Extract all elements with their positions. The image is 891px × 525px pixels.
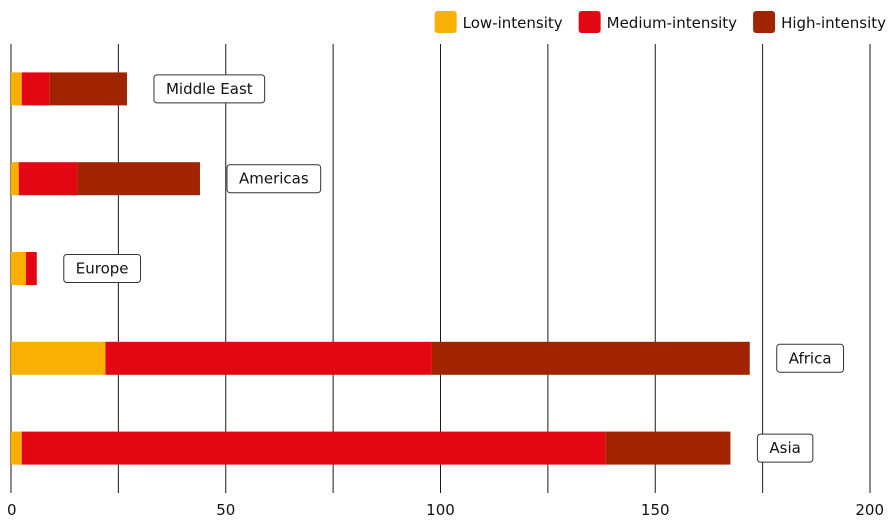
region-label-americas: Americas xyxy=(226,164,322,194)
legend-label: High-intensity xyxy=(781,14,886,32)
x-tick-label: 100 xyxy=(426,501,455,519)
x-tick-label: 200 xyxy=(855,501,884,519)
bar-asia-high-intensity xyxy=(605,431,731,465)
legend-swatch xyxy=(753,11,776,33)
region-label-box xyxy=(63,254,142,283)
x-tick-label: 150 xyxy=(641,501,670,519)
region-label-text: Asia xyxy=(769,439,800,457)
legend: Low-intensity Medium-intensity High-intens… xyxy=(434,11,886,33)
legend-swatch xyxy=(578,11,601,33)
bar-europe-low-intensity xyxy=(11,252,27,285)
bar-europe-medium-intensity xyxy=(26,252,37,285)
legend-item-low-intensity: Low-intensity xyxy=(434,11,563,33)
bars xyxy=(11,72,750,465)
bar-africa-medium-intensity xyxy=(105,341,432,375)
bar-middle-east-low-intensity xyxy=(11,72,22,106)
x-axis: 0 50 100 150 200 xyxy=(7,501,884,519)
region-label-asia: Asia xyxy=(756,433,814,463)
region-label-text: Africa xyxy=(789,349,832,367)
region-label-middle-east: Middle East xyxy=(153,74,266,104)
x-tick-label: 50 xyxy=(216,501,235,519)
bar-asia-medium-intensity xyxy=(21,431,606,465)
bar-middle-east-high-intensity xyxy=(49,72,127,106)
bar-americas-high-intensity xyxy=(77,162,200,196)
region-label-europe: Europe xyxy=(63,254,142,283)
legend-item-high-intensity: High-intensity xyxy=(753,11,886,33)
bar-asia-low-intensity xyxy=(11,431,22,465)
region-label-text: Middle East xyxy=(166,80,253,98)
region-label-box xyxy=(153,74,266,104)
region-labels: Middle East Americas Europe Africa Asia xyxy=(63,74,845,463)
region-label-africa: Africa xyxy=(776,343,845,373)
gridlines xyxy=(10,44,871,493)
legend-label: Low-intensity xyxy=(463,14,563,32)
legend-swatch xyxy=(434,11,457,33)
legend-item-medium-intensity: Medium-intensity xyxy=(578,11,738,33)
region-label-box xyxy=(776,343,845,373)
region-label-box xyxy=(226,164,322,194)
bar-africa-high-intensity xyxy=(431,341,750,375)
region-label-text: Europe xyxy=(76,260,129,278)
legend-label: Medium-intensity xyxy=(607,14,738,32)
bar-americas-low-intensity xyxy=(11,162,19,196)
region-label-text: Americas xyxy=(239,170,309,188)
region-label-box xyxy=(756,433,814,463)
bar-americas-medium-intensity xyxy=(18,162,78,196)
x-tick-label: 0 xyxy=(7,501,17,519)
bar-middle-east-medium-intensity xyxy=(21,72,50,106)
bar-africa-low-intensity xyxy=(11,341,106,375)
